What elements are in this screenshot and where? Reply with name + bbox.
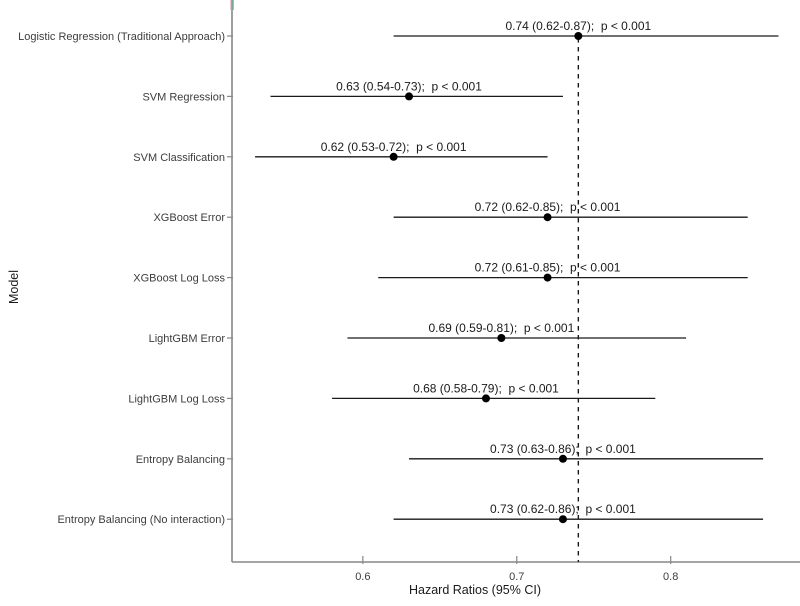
model-label: XGBoost Error — [153, 212, 225, 224]
estimate-annotation: 0.69 (0.59-0.81); p < 0.001 — [428, 321, 574, 335]
estimate-point — [405, 92, 414, 101]
estimate-annotation: 0.72 (0.61-0.85); p < 0.001 — [475, 261, 621, 275]
estimate-annotation: 0.73 (0.62-0.86); p < 0.001 — [490, 502, 636, 516]
model-label: LightGBM Error — [149, 333, 226, 345]
estimate-annotation: 0.73 (0.63-0.86); p < 0.001 — [490, 442, 636, 456]
model-label: SVM Regression — [142, 91, 225, 103]
estimate-point — [497, 334, 506, 342]
estimate-point — [543, 273, 552, 282]
model-label: XGBoost Log Loss — [133, 273, 225, 285]
model-label: SVM Classification — [133, 152, 225, 164]
x-axis-title: Hazard Ratios (95% CI) — [409, 583, 541, 597]
model-label: Logistic Regression (Traditional Approac… — [18, 31, 225, 43]
x-tick-label: 0.7 — [509, 571, 524, 583]
estimate-annotation: 0.62 (0.53-0.72); p < 0.001 — [321, 140, 467, 154]
x-tick-label: 0.6 — [355, 571, 370, 583]
estimate-point — [574, 32, 583, 40]
y-axis-title: Model — [7, 269, 21, 305]
estimate-annotation: 0.74 (0.62-0.87); p < 0.001 — [505, 19, 651, 33]
estimate-annotation: 0.63 (0.54-0.73); p < 0.001 — [336, 79, 482, 93]
estimate-point — [558, 515, 567, 524]
estimate-point — [543, 213, 552, 222]
model-label: Entropy Balancing (No interaction) — [57, 514, 225, 526]
estimate-point — [481, 394, 490, 403]
estimate-annotation: 0.72 (0.62-0.85); p < 0.001 — [475, 200, 621, 214]
estimate-point — [558, 454, 567, 463]
estimate-point — [389, 152, 398, 161]
x-tick-label: 0.8 — [663, 571, 678, 583]
model-label: Entropy Balancing — [136, 454, 225, 466]
model-label: LightGBM Log Loss — [128, 393, 225, 405]
estimate-annotation: 0.68 (0.58-0.79); p < 0.001 — [413, 381, 559, 395]
